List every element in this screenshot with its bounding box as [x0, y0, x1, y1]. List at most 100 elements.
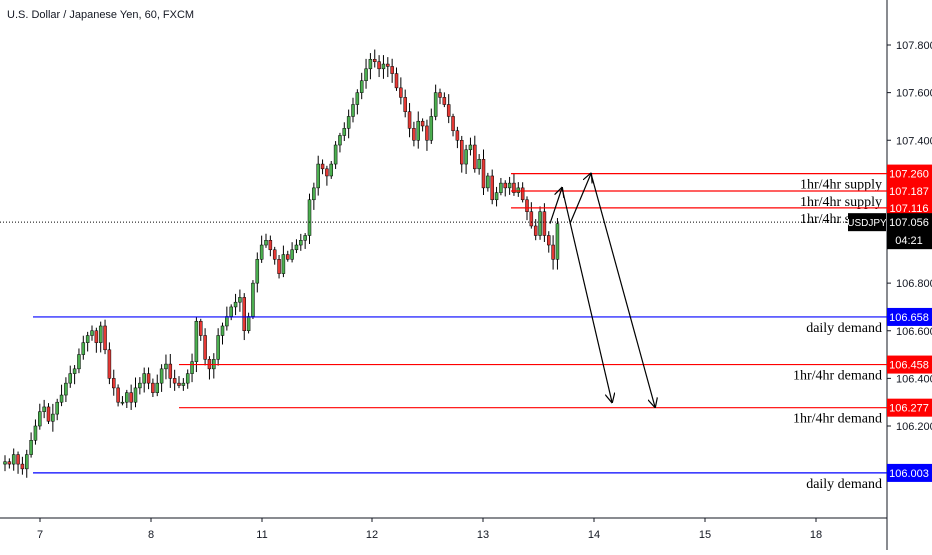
- candle-up: [233, 301, 238, 308]
- candle-down: [107, 349, 112, 379]
- candle-down: [116, 387, 120, 403]
- candle-up: [333, 144, 338, 165]
- level-price-tag-label: 107.116: [890, 203, 929, 215]
- candle-down: [20, 463, 25, 470]
- candle-up: [125, 392, 129, 403]
- candle-up: [303, 235, 307, 241]
- candle-up: [329, 163, 333, 177]
- candle-up: [355, 92, 360, 105]
- candle-up: [51, 413, 55, 422]
- price-tick-label: 106.200: [896, 421, 932, 433]
- level-price-tag: [887, 181, 932, 200]
- candle-down: [146, 373, 151, 384]
- candle-up: [29, 440, 33, 455]
- candle-down: [129, 392, 133, 403]
- level-price-tag: [887, 463, 932, 482]
- candle-up: [142, 373, 146, 384]
- candle-up: [68, 373, 72, 384]
- candle-up: [81, 342, 86, 355]
- level-price-tag-label: 106.658: [889, 312, 929, 324]
- price-tick-label: 106.400: [896, 373, 932, 385]
- candle-up: [77, 354, 81, 370]
- symbol-tag-label: USDJPY: [847, 218, 887, 229]
- level-price-tag-label: 106.003: [889, 468, 929, 480]
- level-price-tag: [887, 398, 932, 417]
- candle-up: [416, 120, 420, 141]
- candle-up: [42, 406, 46, 412]
- candle-up: [299, 240, 303, 246]
- candle-up: [290, 249, 294, 260]
- candle-down: [16, 454, 20, 465]
- candle-down: [177, 382, 181, 386]
- candle-up: [264, 240, 268, 246]
- candle-up: [429, 116, 434, 141]
- time-tick-label: 11: [256, 529, 267, 541]
- candle-up: [33, 425, 38, 441]
- candle-down: [103, 325, 107, 351]
- level-label: 1hr/4hr supply: [800, 195, 882, 210]
- candle-down: [394, 73, 399, 89]
- candle-up: [225, 316, 229, 327]
- symbol-tag: [848, 213, 886, 232]
- candle-up: [72, 368, 77, 374]
- time-tick-label: 13: [477, 529, 489, 541]
- candle-up: [138, 382, 142, 389]
- candle-down: [542, 211, 547, 236]
- level-price-tag: [887, 164, 932, 183]
- candle-up: [59, 394, 64, 403]
- candle-up: [246, 316, 251, 331]
- time-tick-label: 12: [366, 529, 378, 541]
- candle-down: [490, 175, 494, 201]
- candle-up: [255, 259, 260, 284]
- time-tick-label: 15: [699, 529, 711, 541]
- candle-down: [460, 140, 464, 165]
- candle-down: [525, 199, 529, 212]
- candle-up: [359, 80, 364, 93]
- candle-up: [281, 254, 286, 274]
- level-label: 1hr/4hr supply: [800, 178, 882, 193]
- projection-arrow[interactable]: [549, 188, 562, 224]
- candle-down: [520, 187, 525, 201]
- level-price-tag: [887, 198, 932, 217]
- level-price-tag-label: 106.458: [889, 360, 929, 372]
- candle-down: [390, 66, 394, 74]
- candle-up: [159, 368, 164, 384]
- candle-down: [455, 130, 460, 141]
- price-tick-label: 107.800: [896, 40, 932, 52]
- candle-down: [203, 335, 207, 360]
- candle-down: [533, 225, 538, 236]
- candle-up: [216, 335, 220, 360]
- candle-down: [7, 461, 12, 465]
- time-tick-label: 8: [148, 529, 154, 541]
- candle-down: [512, 182, 516, 193]
- candle-down: [551, 244, 555, 260]
- projection-arrow[interactable]: [590, 173, 655, 407]
- candle-up: [294, 244, 299, 251]
- level-price-tag-label: 106.277: [889, 403, 929, 415]
- candle-down: [503, 182, 507, 189]
- candle-up: [312, 187, 316, 201]
- projection-arrow[interactable]: [569, 174, 591, 224]
- candle-up: [64, 382, 68, 396]
- chart-title: U.S. Dollar / Japanese Yen, 60, FXCM: [7, 9, 195, 21]
- candle-down: [407, 111, 412, 129]
- candle-down: [473, 144, 477, 170]
- price-tick-label: 106.600: [896, 326, 932, 338]
- candle-down: [451, 116, 455, 131]
- candle-down: [272, 249, 277, 260]
- candle-up: [38, 411, 42, 427]
- candle-up: [90, 330, 94, 336]
- level-label: daily demand: [806, 321, 882, 336]
- level-price-tag-label: 107.187: [889, 186, 929, 198]
- level-price-tag: [887, 355, 932, 374]
- candle-up: [342, 128, 347, 136]
- candle-down: [325, 168, 329, 177]
- candle-up: [351, 104, 355, 117]
- candle-down: [442, 97, 447, 105]
- candle-up: [190, 361, 194, 374]
- candle-up: [164, 363, 168, 370]
- candle-down: [403, 97, 407, 112]
- candle-down: [268, 240, 273, 251]
